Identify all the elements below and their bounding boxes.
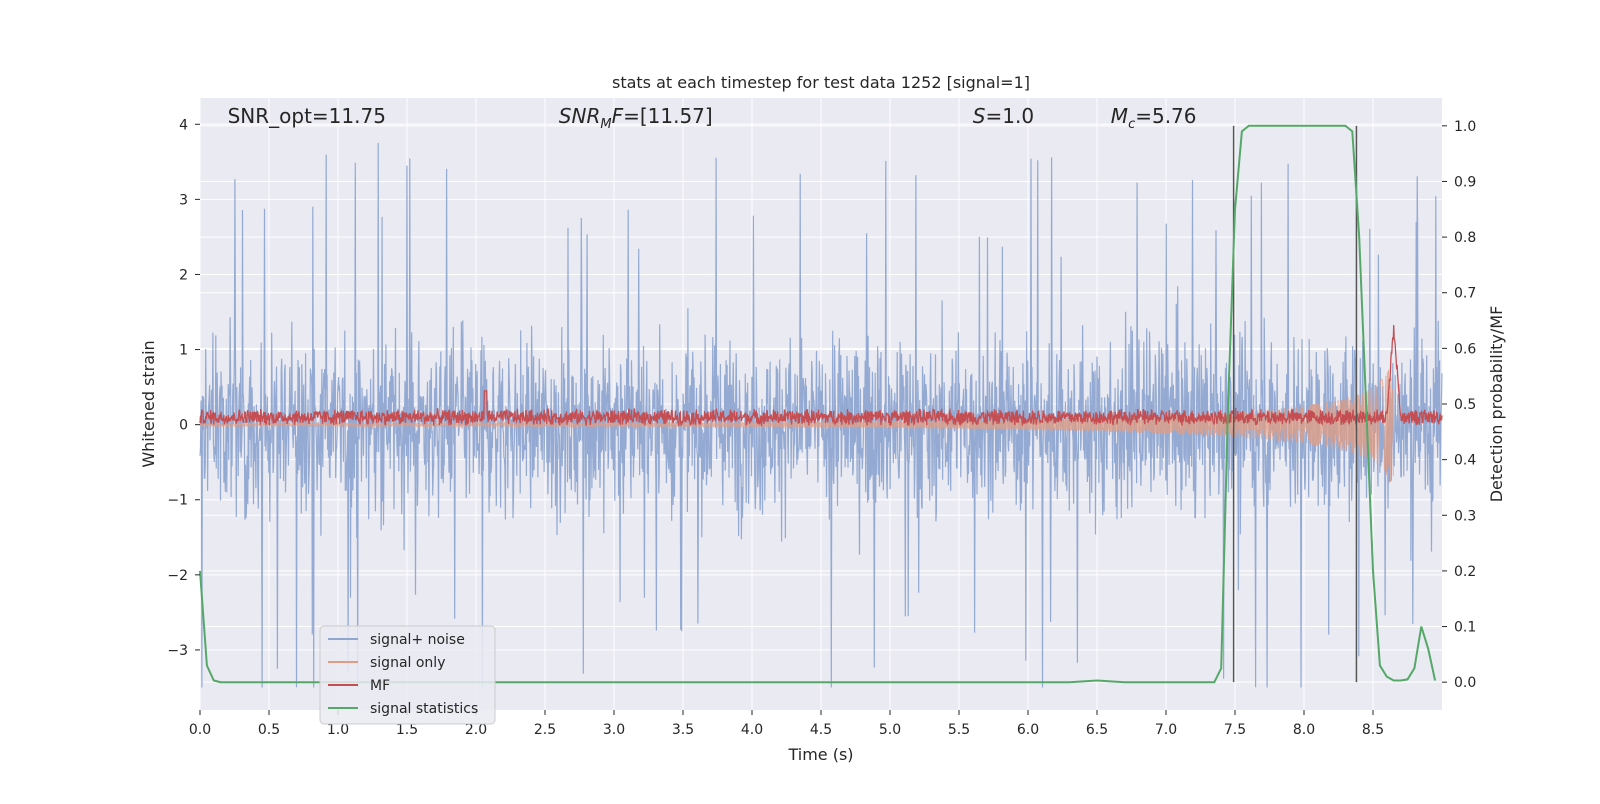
y-left-tick-label: 0	[179, 418, 188, 434]
x-tick-layer: 0.0 0.5 1.0 1.5 2.0 2.5 3.0 3.5 4.0 4.5 5.0 5.5 6.0 6…	[189, 710, 1384, 738]
y-left-tick-label: 1	[179, 343, 188, 359]
legend-label-signal-noise: signal+ noise	[370, 632, 465, 648]
x-tick-label: 1.5	[396, 722, 418, 738]
x-tick-label: 4.5	[810, 722, 832, 738]
x-tick-label: 6.5	[1086, 722, 1108, 738]
y-right-tick-label: 0.0	[1454, 675, 1476, 691]
y-right-tick-label: 0.9	[1454, 174, 1476, 190]
y-right-tick-label: 0.3	[1454, 508, 1476, 524]
stat-annotation-4: Mc=5.76	[1111, 104, 1197, 132]
y-left-tick-label: −3	[167, 643, 188, 659]
stat-annotation-1: SNR_opt=11.75	[228, 104, 386, 128]
y-left-tick-label: 3	[179, 192, 188, 208]
x-tick-label: 5.0	[879, 722, 901, 738]
x-tick-label: 6.0	[1017, 722, 1039, 738]
y-left-tick-label: −2	[167, 568, 188, 584]
y-right-axis-label: Detection probability/MF	[1487, 306, 1506, 503]
x-tick-label: 0.5	[258, 722, 280, 738]
chart-title: stats at each timestep for test data 125…	[612, 73, 1030, 92]
annotation-layer: SNR_opt=11.75 SNRMF=[11.57] S=1.0 Mc=5.76	[228, 104, 1197, 132]
y-left-tick-layer: 4 3 2 1 0 −1 −2 −3	[167, 117, 200, 659]
y-right-tick-label: 0.1	[1454, 620, 1476, 636]
legend-label-signal-only: signal only	[370, 655, 445, 671]
x-tick-label: 7.0	[1155, 722, 1177, 738]
signal-only-line	[199, 369, 1394, 483]
x-tick-label: 8.5	[1362, 722, 1384, 738]
x-tick-label: 2.5	[534, 722, 556, 738]
x-tick-label: 7.5	[1224, 722, 1246, 738]
y-right-tick-label: 1.0	[1454, 119, 1476, 135]
x-tick-label: 8.0	[1293, 722, 1315, 738]
x-tick-label: 3.0	[603, 722, 625, 738]
y-right-tick-label: 0.5	[1454, 397, 1476, 413]
y-left-tick-label: −1	[167, 493, 188, 509]
data-layer	[199, 124, 1443, 688]
y-left-tick-label: 4	[179, 117, 188, 133]
x-tick-label: 2.0	[465, 722, 487, 738]
x-tick-label: 0.0	[189, 722, 211, 738]
y-right-tick-label: 0.8	[1454, 230, 1476, 246]
x-tick-label: 5.5	[948, 722, 970, 738]
legend: signal+ noise signal only MF signal stat…	[319, 625, 496, 725]
x-tick-label: 4.0	[741, 722, 763, 738]
x-tick-label: 1.0	[327, 722, 349, 738]
signal-statistics-line	[199, 124, 1437, 684]
legend-frame	[319, 625, 496, 725]
stat-annotation-3: S=1.0	[973, 104, 1034, 128]
y-right-tick-layer: 1.0 0.9 0.8 0.7 0.6 0.5 0.4 0.3 0.2 0.1 0.0	[1442, 119, 1476, 691]
y-right-tick-label: 0.6	[1454, 341, 1476, 357]
y-left-axis-label: Whitened strain	[139, 340, 158, 467]
y-left-tick-label: 2	[179, 267, 188, 283]
legend-label-signal-statistics: signal statistics	[370, 701, 478, 717]
y-right-tick-label: 0.4	[1454, 453, 1476, 469]
y-right-tick-label: 0.2	[1454, 564, 1476, 580]
x-tick-label: 3.5	[672, 722, 694, 738]
mf-line	[199, 324, 1443, 427]
legend-label-mf: MF	[370, 678, 390, 694]
x-axis-label: Time (s)	[787, 745, 853, 764]
stat-annotation-2: SNRMF=[11.57]	[559, 104, 713, 132]
y-right-tick-label: 0.7	[1454, 286, 1476, 302]
